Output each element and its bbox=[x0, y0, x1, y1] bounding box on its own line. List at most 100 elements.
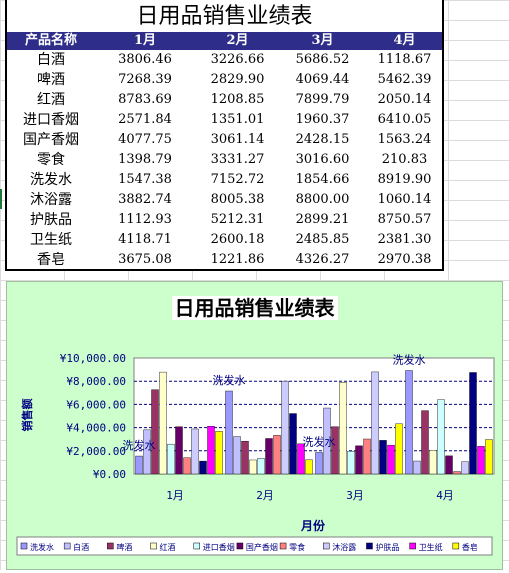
legend-box bbox=[16, 536, 493, 556]
x-tick-label: 3月 bbox=[346, 489, 364, 502]
value-cell[interactable]: 2899.21 bbox=[295, 212, 350, 227]
header-month-2: 2月 bbox=[226, 33, 249, 48]
value-cell[interactable]: 1398.79 bbox=[118, 152, 172, 167]
bar bbox=[273, 435, 281, 475]
value-cell[interactable]: 8800.00 bbox=[295, 192, 350, 207]
value-cell[interactable]: 2970.38 bbox=[377, 252, 432, 267]
legend-swatch bbox=[452, 542, 460, 550]
bar bbox=[297, 443, 305, 475]
y-tick-label: ¥10,000.00 bbox=[60, 352, 126, 365]
value-cell[interactable]: 8783.69 bbox=[118, 92, 172, 107]
bar bbox=[281, 380, 289, 475]
product-name-cell[interactable]: 进口香烟 bbox=[23, 112, 79, 128]
legend-label: 国产香烟 bbox=[246, 542, 278, 552]
bar bbox=[395, 423, 403, 475]
value-cell[interactable]: 7899.79 bbox=[295, 92, 350, 107]
value-cell[interactable]: 5212.31 bbox=[210, 212, 265, 227]
value-cell[interactable]: 3061.14 bbox=[210, 132, 265, 147]
value-cell[interactable]: 2571.84 bbox=[118, 112, 172, 127]
value-cell[interactable]: 1112.93 bbox=[118, 212, 172, 227]
product-name-cell[interactable]: 洗发水 bbox=[30, 172, 72, 188]
value-cell[interactable]: 1563.24 bbox=[377, 132, 432, 147]
bar bbox=[323, 407, 331, 475]
value-cell[interactable]: 5462.39 bbox=[377, 72, 432, 87]
value-cell[interactable]: 8919.90 bbox=[377, 172, 432, 187]
legend-swatch bbox=[20, 542, 28, 550]
y-axis-label: 销售额 bbox=[20, 399, 34, 432]
product-name-cell[interactable]: 香皂 bbox=[37, 252, 65, 268]
bar bbox=[413, 460, 421, 475]
product-name-cell[interactable]: 啤酒 bbox=[37, 72, 65, 88]
product-name-cell[interactable]: 护肤品 bbox=[30, 212, 72, 228]
value-cell[interactable]: 4326.27 bbox=[295, 252, 350, 267]
value-cell[interactable]: 2600.18 bbox=[210, 232, 265, 247]
row-marker bbox=[0, 189, 2, 209]
legend-swatch bbox=[63, 542, 71, 550]
product-name-cell[interactable]: 红酒 bbox=[37, 92, 65, 108]
table-row: 国产香烟 4077.75 3061.14 2428.15 1563.24 bbox=[7, 130, 442, 150]
product-name-cell[interactable]: 国产香烟 bbox=[23, 132, 79, 148]
data-annotation: 洗发水 bbox=[303, 434, 336, 448]
value-cell[interactable]: 3675.08 bbox=[118, 252, 172, 267]
bar bbox=[167, 443, 175, 475]
value-cell[interactable]: 5686.52 bbox=[295, 52, 350, 67]
value-cell[interactable]: 7152.72 bbox=[210, 172, 265, 187]
bar bbox=[151, 389, 159, 475]
value-cell[interactable]: 4077.75 bbox=[118, 132, 172, 147]
product-name-cell[interactable]: 白酒 bbox=[37, 52, 65, 68]
value-cell[interactable]: 6410.05 bbox=[377, 112, 432, 127]
legend-swatch bbox=[193, 542, 200, 550]
value-cell[interactable]: 1118.67 bbox=[377, 52, 432, 67]
value-cell[interactable]: 2485.85 bbox=[295, 232, 350, 247]
value-cell[interactable]: 1221.86 bbox=[210, 252, 265, 267]
value-cell[interactable]: 3882.74 bbox=[118, 192, 172, 207]
bar bbox=[339, 382, 347, 475]
value-cell[interactable]: 4118.71 bbox=[118, 232, 172, 247]
value-cell[interactable]: 3806.46 bbox=[118, 52, 172, 67]
value-cell[interactable]: 4069.44 bbox=[295, 72, 350, 87]
value-cell[interactable]: 3331.27 bbox=[210, 152, 265, 167]
value-cell[interactable]: 2050.14 bbox=[377, 92, 432, 107]
value-cell[interactable]: 8005.38 bbox=[210, 192, 265, 207]
value-cell[interactable]: 1547.38 bbox=[118, 172, 172, 187]
value-cell[interactable]: 8750.57 bbox=[377, 212, 432, 227]
legend-label: 白酒 bbox=[73, 542, 89, 552]
legend-label: 零食 bbox=[289, 542, 305, 552]
value-cell[interactable]: 2829.90 bbox=[210, 72, 265, 87]
table-row: 白酒 3806.46 3226.66 5686.52 1118.67 bbox=[7, 50, 442, 70]
value-cell[interactable]: 1854.66 bbox=[295, 172, 350, 187]
value-cell[interactable]: 1960.37 bbox=[295, 112, 350, 127]
sales-chart: 日用品销售业绩表 ¥0.00 ¥2,000.00 ¥4,000.00 ¥6,000.0… bbox=[6, 281, 503, 570]
header-month-3: 3月 bbox=[311, 33, 334, 48]
legend-swatch bbox=[279, 542, 287, 550]
y-tick-label: ¥2,000.00 bbox=[66, 445, 126, 458]
bar bbox=[305, 459, 313, 475]
value-cell[interactable]: 3016.60 bbox=[295, 152, 350, 167]
legend-label: 卫生纸 bbox=[419, 542, 443, 552]
value-cell[interactable]: 7268.39 bbox=[118, 72, 172, 87]
bar bbox=[421, 410, 429, 475]
bar bbox=[355, 445, 363, 475]
table-header-row: 产品名称 1月 2月 3月 4月 bbox=[7, 32, 442, 50]
table-row: 进口香烟 2571.84 1351.01 1960.37 6410.05 bbox=[7, 110, 442, 130]
product-name-cell[interactable]: 沐浴露 bbox=[30, 192, 72, 208]
bar bbox=[233, 436, 241, 475]
value-cell[interactable]: 1351.01 bbox=[210, 112, 265, 127]
value-cell[interactable]: 1060.14 bbox=[377, 192, 432, 207]
product-name-cell[interactable]: 零食 bbox=[37, 152, 65, 168]
bar bbox=[461, 461, 469, 475]
table-row: 啤酒 7268.39 2829.90 4069.44 5462.39 bbox=[7, 70, 442, 90]
bar bbox=[175, 426, 183, 475]
header-product-name: 产品名称 bbox=[24, 33, 77, 48]
value-cell[interactable]: 210.83 bbox=[381, 152, 428, 167]
value-cell[interactable]: 1208.85 bbox=[210, 92, 265, 107]
bar bbox=[257, 458, 265, 475]
product-name-cell[interactable]: 卫生纸 bbox=[30, 232, 72, 248]
bar bbox=[453, 471, 461, 475]
value-cell[interactable]: 2428.15 bbox=[295, 132, 350, 147]
bar bbox=[199, 460, 207, 475]
bar bbox=[469, 372, 477, 475]
value-cell[interactable]: 2381.30 bbox=[377, 232, 432, 247]
bar bbox=[437, 399, 445, 475]
value-cell[interactable]: 3226.66 bbox=[210, 52, 265, 67]
